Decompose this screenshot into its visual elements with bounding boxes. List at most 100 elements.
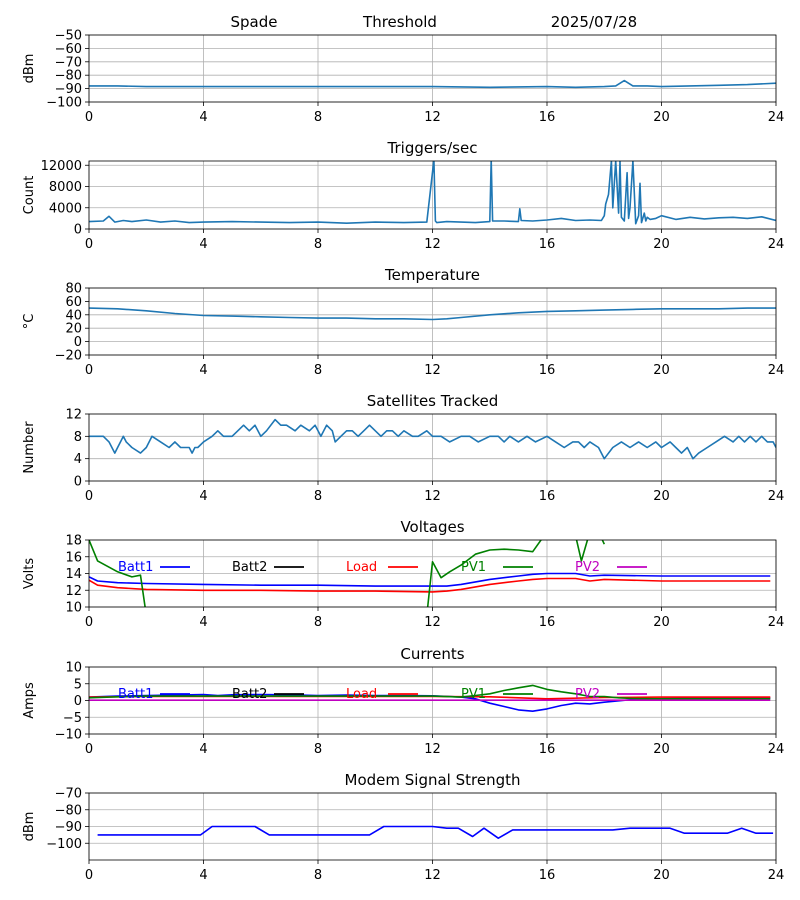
- y-tick-label: 0: [74, 694, 82, 709]
- x-tick-label: 12: [424, 489, 441, 504]
- y-tick-label: 5: [74, 677, 82, 692]
- x-tick-label: 0: [85, 110, 93, 125]
- x-tick-label: 12: [424, 110, 441, 125]
- series-line: [89, 161, 776, 225]
- chart-title: Triggers/sec: [387, 139, 478, 157]
- header-date: 2025/07/28: [551, 13, 637, 31]
- legend-label: Batt1: [118, 687, 153, 702]
- series-line: [89, 418, 776, 460]
- x-tick-label: 12: [424, 363, 441, 378]
- y-tick-label: −70: [55, 55, 82, 70]
- y-tick-label: −20: [55, 349, 82, 364]
- x-tick-label: 4: [199, 489, 207, 504]
- x-tick-label: 20: [653, 615, 670, 630]
- y-tick-label: −50: [55, 29, 82, 44]
- y-tick-label: 60: [65, 295, 82, 310]
- x-tick-label: 0: [85, 363, 93, 378]
- y-tick-label: −80: [55, 69, 82, 84]
- y-tick-label: −90: [55, 820, 82, 835]
- y-tick-label: 16: [65, 550, 82, 565]
- chart-title: Modem Signal Strength: [345, 771, 521, 789]
- x-tick-label: 24: [768, 615, 785, 630]
- satellites-panel: 0 4 8 12 16 20 24 0 4 8 12 Satellites Tracked Number: [22, 392, 784, 504]
- legend-label: PV1: [461, 560, 486, 575]
- y-tick-label: 14: [65, 567, 82, 582]
- x-tick-label: 20: [653, 110, 670, 125]
- x-tick-label: 16: [539, 110, 556, 125]
- y-axis-label: Volts: [22, 558, 37, 590]
- noise-panel: 0 4 8 12 16 20 24 −50−60−70−80−90−100 dBm: [22, 29, 784, 126]
- legend-label: Load: [346, 560, 377, 575]
- x-tick-label: 24: [768, 237, 785, 252]
- currents-panel: 0 4 8 12 16 20 24 −10 −5 0 510 Currents Amps Batt1 Bat…: [22, 645, 784, 757]
- series-line: [89, 79, 776, 89]
- x-tick-label: 12: [424, 615, 441, 630]
- triggers-panel: 0 4 8 12 16 20 24 0 4000 8000 12000 Triggers/sec Cou…: [22, 139, 784, 252]
- y-tick-label: 12: [65, 584, 82, 599]
- y-tick-label: 10: [65, 601, 82, 616]
- x-tick-label: 4: [199, 615, 207, 630]
- legend-label: Batt1: [118, 560, 153, 575]
- x-tick-label: 20: [653, 489, 670, 504]
- x-tick-label: 16: [539, 489, 556, 504]
- x-tick-label: 20: [653, 742, 670, 757]
- x-tick-label: 8: [314, 615, 322, 630]
- x-tick-label: 8: [314, 110, 322, 125]
- x-tick-label: 24: [768, 868, 785, 883]
- x-tick-label: 4: [199, 237, 207, 252]
- y-tick-label: 40: [65, 308, 82, 323]
- y-tick-label: 20: [65, 322, 82, 337]
- y-tick-label: 0: [74, 475, 82, 490]
- header-station: Spade: [231, 13, 278, 31]
- x-tick-label: 0: [85, 742, 93, 757]
- y-tick-label: −100: [46, 96, 82, 111]
- x-tick-label: 4: [199, 868, 207, 883]
- y-tick-label: 10: [65, 661, 82, 676]
- x-tick-label: 8: [314, 868, 322, 883]
- x-tick-label: 12: [424, 742, 441, 757]
- legend-label: PV1: [461, 687, 486, 702]
- x-tick-label: 20: [653, 868, 670, 883]
- x-tick-label: 24: [768, 489, 785, 504]
- y-tick-label: −60: [55, 42, 82, 57]
- x-tick-label: 0: [85, 489, 93, 504]
- series-line: [89, 307, 776, 321]
- y-tick-label: 12: [65, 408, 82, 423]
- y-axis-label: dBm: [22, 812, 37, 842]
- legend-label: PV2: [575, 560, 600, 575]
- pv1-line: [89, 684, 771, 700]
- x-tick-label: 16: [539, 615, 556, 630]
- x-tick-label: 24: [768, 363, 785, 378]
- x-tick-label: 8: [314, 363, 322, 378]
- y-tick-label: −10: [55, 728, 82, 743]
- y-axis-label: Count: [22, 176, 37, 215]
- load-line: [89, 577, 771, 593]
- y-tick-label: −5: [63, 711, 82, 726]
- y-tick-label: 8: [74, 430, 82, 445]
- x-tick-label: 16: [539, 742, 556, 757]
- y-tick-label: 8000: [49, 180, 82, 195]
- batt1-line: [89, 572, 771, 587]
- x-tick-label: 8: [314, 742, 322, 757]
- x-tick-label: 16: [539, 237, 556, 252]
- legend-label: Load: [346, 687, 377, 702]
- y-axis-label: °C: [22, 314, 37, 330]
- x-tick-label: 24: [768, 742, 785, 757]
- y-tick-label: −90: [55, 82, 82, 97]
- chart-title: Voltages: [400, 518, 464, 536]
- pv1-line: [89, 540, 606, 607]
- y-axis-label: dBm: [22, 54, 37, 84]
- y-axis-label: Number: [22, 421, 37, 474]
- legend-label: PV2: [575, 687, 600, 702]
- x-tick-label: 4: [199, 363, 207, 378]
- x-tick-label: 12: [424, 237, 441, 252]
- x-tick-label: 16: [539, 363, 556, 378]
- x-tick-label: 4: [199, 110, 207, 125]
- y-tick-label: −80: [55, 803, 82, 818]
- y-axis-label: Amps: [22, 682, 37, 719]
- y-tick-label: 80: [65, 282, 82, 297]
